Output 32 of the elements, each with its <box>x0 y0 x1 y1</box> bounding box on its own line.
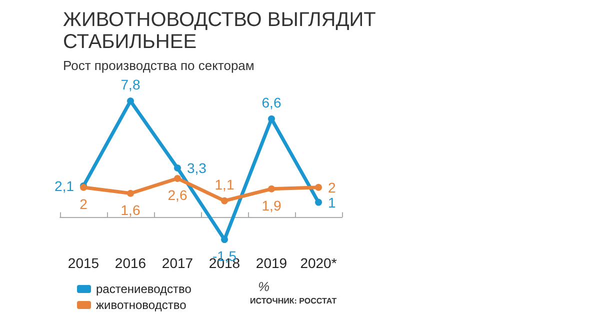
point <box>127 190 134 197</box>
point <box>221 236 228 244</box>
point <box>127 97 134 104</box>
x-tick-label: 2020* <box>300 255 338 271</box>
x-tick-label: 2016 <box>114 255 146 271</box>
data-label: 1,9 <box>262 197 282 214</box>
text: % <box>258 279 270 294</box>
point <box>174 164 181 172</box>
data-label: 1,1 <box>214 176 234 192</box>
x-tick-label: 2019 <box>256 255 288 271</box>
x-tick-label: 2017 <box>162 255 194 271</box>
data-label: 1 <box>328 194 336 210</box>
point <box>174 174 181 182</box>
data-label: 7,8 <box>120 76 140 92</box>
point <box>315 184 322 191</box>
data-label: 2,1 <box>54 178 74 194</box>
data-label: 6,6 <box>262 94 282 110</box>
data-label: 1,6 <box>120 202 140 218</box>
point <box>221 197 228 204</box>
point <box>315 198 322 206</box>
point <box>268 185 275 192</box>
data-label: 3,3 <box>187 160 207 176</box>
data-label: 2,6 <box>168 186 188 203</box>
x-tick-label: 2015 <box>68 255 100 271</box>
chart-title: ЖИВОТНОВОДСТВО ВЫГЛЯДИТ СТАБИЛЬНЕЕ <box>63 9 376 53</box>
legend-label: растениеводство <box>96 282 192 296</box>
data-label: 2 <box>328 179 336 196</box>
data-label: 2 <box>80 196 88 212</box>
chart-subtitle: Рост производства по секторам <box>63 58 254 73</box>
text: ИСТОЧНИК: РОССТАТ <box>250 296 337 306</box>
point <box>268 115 275 122</box>
legend-label: животноводство <box>96 298 187 312</box>
